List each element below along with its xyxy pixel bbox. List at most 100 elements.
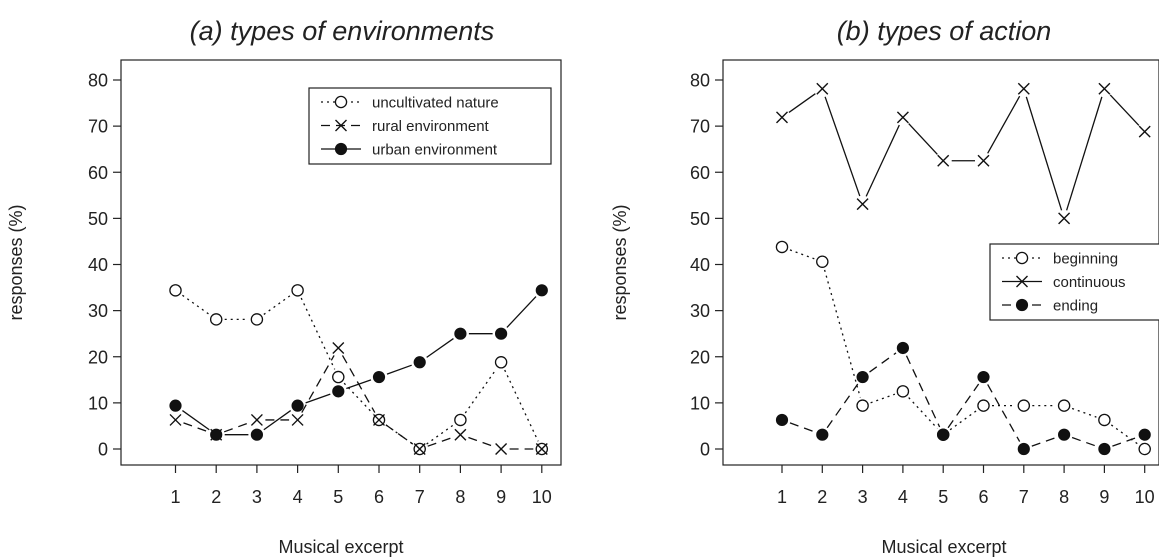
x-tick-label: 2 [211, 487, 221, 507]
data-point [372, 370, 386, 384]
data-point [169, 413, 182, 426]
x-tick-label: 9 [1099, 487, 1109, 507]
series-line-segment [504, 369, 539, 442]
series-line-segment [506, 296, 537, 328]
data-point [1098, 413, 1111, 427]
series-urban-environment [169, 284, 548, 441]
x-tick-label: 10 [1135, 487, 1155, 507]
legend-label: ending [1053, 298, 1098, 315]
legend-marker [335, 119, 347, 132]
data-point [856, 399, 869, 412]
chart-title: (b) types of action [837, 16, 1052, 46]
series-line-segment [1112, 436, 1137, 447]
series-line-segment [1025, 96, 1063, 211]
series-line-segment [789, 249, 815, 260]
data-point [1017, 399, 1031, 412]
data-point [209, 313, 223, 326]
series-line-segment [947, 383, 980, 429]
y-tick-label: 10 [690, 393, 710, 413]
legend: uncultivated nature rural environment urba… [308, 87, 552, 165]
data-point [896, 385, 910, 398]
y-tick-label: 30 [88, 301, 108, 321]
y-axis-label: responses (%) [6, 204, 26, 320]
legend-label: beginning [1053, 251, 1118, 268]
legend-marker [1015, 251, 1029, 265]
x-tick-label: 6 [374, 487, 384, 507]
x-tick-label: 6 [978, 487, 988, 507]
data-point [454, 428, 467, 441]
y-tick-label: 80 [88, 71, 108, 91]
series-line-segment [1110, 424, 1139, 445]
x-axis-label: Musical excerpt [278, 537, 403, 557]
y-tick-label: 40 [88, 255, 108, 275]
series-line-segment [426, 338, 454, 358]
series-line-segment [1071, 407, 1097, 418]
x-tick-label: 5 [333, 487, 343, 507]
data-point [775, 240, 789, 254]
data-point [816, 255, 829, 268]
data-point [535, 284, 548, 297]
x-tick-label: 5 [938, 487, 948, 507]
series-line-segment [182, 410, 210, 431]
data-point [210, 428, 223, 441]
data-point [937, 428, 950, 441]
y-tick-label: 60 [88, 163, 108, 183]
series-continuous [776, 82, 1151, 225]
data-point [937, 154, 950, 167]
data-point [1138, 442, 1151, 456]
series-uncultivated-nature [169, 284, 549, 456]
data-point [454, 327, 467, 340]
data-point [816, 82, 829, 95]
data-point [1098, 442, 1111, 456]
series-line-segment [301, 355, 335, 413]
series-line-segment [824, 96, 861, 197]
x-tick-label: 7 [415, 487, 425, 507]
chart-panel-environments: (a) types of environments 0 10 20 30 40 50 60 70… [6, 16, 562, 557]
data-point [1098, 82, 1111, 95]
plot-frame [120, 59, 562, 466]
legend-marker [334, 142, 348, 156]
y-tick-label: 60 [690, 163, 710, 183]
data-point [1017, 442, 1030, 456]
x-tick-label: 3 [858, 487, 868, 507]
series-line-segment [263, 410, 292, 431]
legend-box [308, 87, 552, 165]
series-line-segment [908, 123, 938, 155]
legend-marker [1016, 275, 1028, 288]
data-point [332, 341, 345, 354]
series-line-segment [987, 384, 1021, 442]
data-point [977, 370, 990, 384]
legend-marker [1015, 298, 1029, 312]
chart-panel-action: (b) types of action 0 10 20 30 40 50 60 70 80 1 2 3 4… [610, 16, 1159, 557]
data-point [977, 399, 990, 412]
series-line-segment [385, 424, 414, 445]
x-tick-label: 3 [252, 487, 262, 507]
y-tick-label: 30 [690, 301, 710, 321]
x-axis-label: Musical excerpt [881, 537, 1006, 557]
series-line-segment [905, 355, 941, 428]
series-line-segment [826, 383, 859, 429]
series-line-segment [1109, 94, 1140, 126]
data-point [1017, 82, 1030, 95]
y-tick-label: 20 [690, 347, 710, 367]
series-line-segment [789, 422, 815, 433]
plot-frame [722, 59, 1159, 466]
series-line-segment [1066, 96, 1103, 211]
data-point [816, 428, 829, 441]
series-line-segment [300, 297, 336, 370]
y-tick-label: 50 [690, 209, 710, 229]
series-line-segment [183, 422, 209, 433]
series-line-segment [263, 294, 292, 315]
data-point [250, 428, 263, 441]
data-point [169, 399, 182, 412]
data-point [495, 327, 508, 340]
data-point [291, 399, 304, 412]
data-point [454, 413, 467, 427]
series-line-segment [386, 364, 412, 375]
y-tick-label: 0 [700, 440, 710, 460]
series-line-segment [870, 393, 896, 404]
data-point [775, 413, 789, 427]
series-line-segment [223, 422, 250, 433]
data-point [250, 413, 263, 426]
